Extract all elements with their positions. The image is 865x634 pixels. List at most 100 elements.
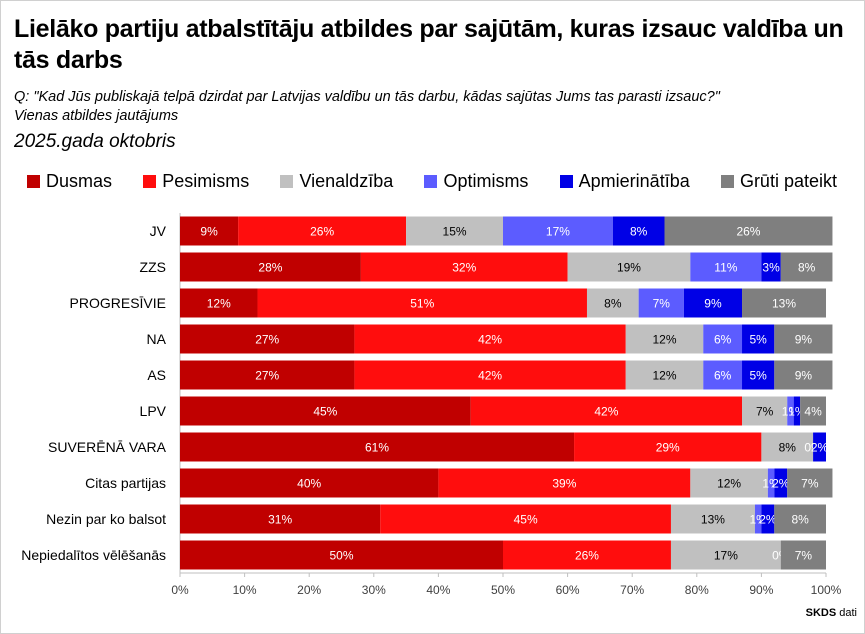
bar-segment <box>625 324 704 354</box>
bar-segment <box>690 252 762 282</box>
data-label: 8% <box>779 441 797 455</box>
data-label: 5% <box>749 369 767 383</box>
data-label: 3% <box>762 261 780 275</box>
data-label: 9% <box>795 333 813 347</box>
data-label: 26% <box>310 225 334 239</box>
data-label: 17% <box>546 225 570 239</box>
x-tick-label: 0% <box>171 583 189 597</box>
data-label: 15% <box>443 225 467 239</box>
legend-label: Dusmas <box>46 170 113 191</box>
source-note: SKDS dati <box>806 607 857 619</box>
bar-segment <box>180 324 355 354</box>
data-label: 17% <box>714 549 738 563</box>
data-label: 7% <box>756 405 774 419</box>
data-label: 39% <box>552 477 576 491</box>
data-label: 9% <box>704 297 722 311</box>
bar-segment <box>742 360 775 390</box>
legend-swatch <box>143 174 157 188</box>
bar-segment <box>787 468 833 498</box>
bar-segment <box>761 252 781 282</box>
data-label: 51% <box>410 297 434 311</box>
category-label: ZZS <box>140 259 166 275</box>
bar-segment <box>180 540 503 570</box>
category-label: JV <box>150 223 167 239</box>
bar-segment <box>180 468 439 498</box>
bar-segment <box>180 396 471 426</box>
data-label: 13% <box>772 297 796 311</box>
data-label: 31% <box>268 513 292 527</box>
data-label: 26% <box>736 225 760 239</box>
bar-segment <box>503 216 613 246</box>
x-tick-label: 10% <box>233 583 257 597</box>
x-tick-label: 50% <box>491 583 515 597</box>
category-label: NA <box>147 331 167 347</box>
data-label: 4% <box>804 405 822 419</box>
bar-segment <box>774 360 833 390</box>
legend-label: Optimisms <box>443 170 529 191</box>
bar-segment <box>586 288 639 318</box>
bar-segment <box>180 252 361 282</box>
category-label: PROGRESĪVIE <box>70 295 166 311</box>
bar-segment <box>787 396 794 426</box>
bar-segment <box>761 432 814 462</box>
x-tick-label: 60% <box>556 583 580 597</box>
bar-segment <box>503 540 671 570</box>
chart-subtitle: Vienas atbildes jautājums <box>14 108 179 124</box>
data-label: 26% <box>575 549 599 563</box>
bar-segment <box>703 360 743 390</box>
data-label: 9% <box>795 369 813 383</box>
x-tick-label: 20% <box>297 583 321 597</box>
bar-segment <box>180 360 355 390</box>
category-label: Nezin par ko balsot <box>46 511 166 527</box>
bar-segment <box>664 216 833 246</box>
category-label: Citas partijas <box>85 475 166 491</box>
data-label: 2% <box>759 513 777 527</box>
data-label: 28% <box>258 261 282 275</box>
bar-segment <box>180 288 258 318</box>
bar-segment <box>406 216 503 246</box>
data-label: 29% <box>656 441 680 455</box>
bar-segment <box>703 324 743 354</box>
x-tick-label: 40% <box>426 583 450 597</box>
data-label: 45% <box>514 513 538 527</box>
legend-item-3: Optimisms <box>424 171 528 192</box>
legend-item-4: Apmierinātība <box>559 171 690 192</box>
bar-segment <box>774 324 833 354</box>
bar-segment <box>180 216 239 246</box>
data-label: 32% <box>452 261 476 275</box>
x-tick-label: 80% <box>685 583 709 597</box>
data-label: 12% <box>717 477 741 491</box>
bar-segment <box>567 252 691 282</box>
category-label: AS <box>147 367 166 383</box>
bar-segment <box>438 468 691 498</box>
bar-segment <box>574 432 762 462</box>
source-brand: SKDS <box>805 607 837 619</box>
bar-segment <box>813 432 826 462</box>
category-label: Nepiedalītos vēlēšanās <box>21 547 166 563</box>
data-label: 42% <box>478 333 502 347</box>
bar-segment <box>638 288 684 318</box>
data-label: 50% <box>329 549 353 563</box>
legend-item-2: Vienaldzība <box>280 171 393 192</box>
bar-segment <box>742 288 826 318</box>
data-label: 6% <box>714 333 732 347</box>
x-tick-label: 90% <box>749 583 773 597</box>
bar-segment <box>754 504 762 534</box>
data-label: 12% <box>207 297 231 311</box>
chart-title: Lielāko partiju atbalstītāju atbildes pa… <box>14 15 844 74</box>
bar-segment <box>180 432 575 462</box>
bar-segment <box>742 396 788 426</box>
bar-segment <box>380 504 671 534</box>
data-label: 7% <box>653 297 671 311</box>
bar-segment <box>761 504 775 534</box>
data-label: 9% <box>200 225 218 239</box>
legend-swatch <box>559 174 573 188</box>
x-tick-label: 100% <box>811 583 842 597</box>
legend-item-5: Grūti pateikt <box>720 171 837 192</box>
data-label: 8% <box>798 261 816 275</box>
category-label: LPV <box>140 403 167 419</box>
legend-swatch <box>720 174 734 188</box>
bar-segment <box>470 396 743 426</box>
bar-segment <box>683 288 743 318</box>
